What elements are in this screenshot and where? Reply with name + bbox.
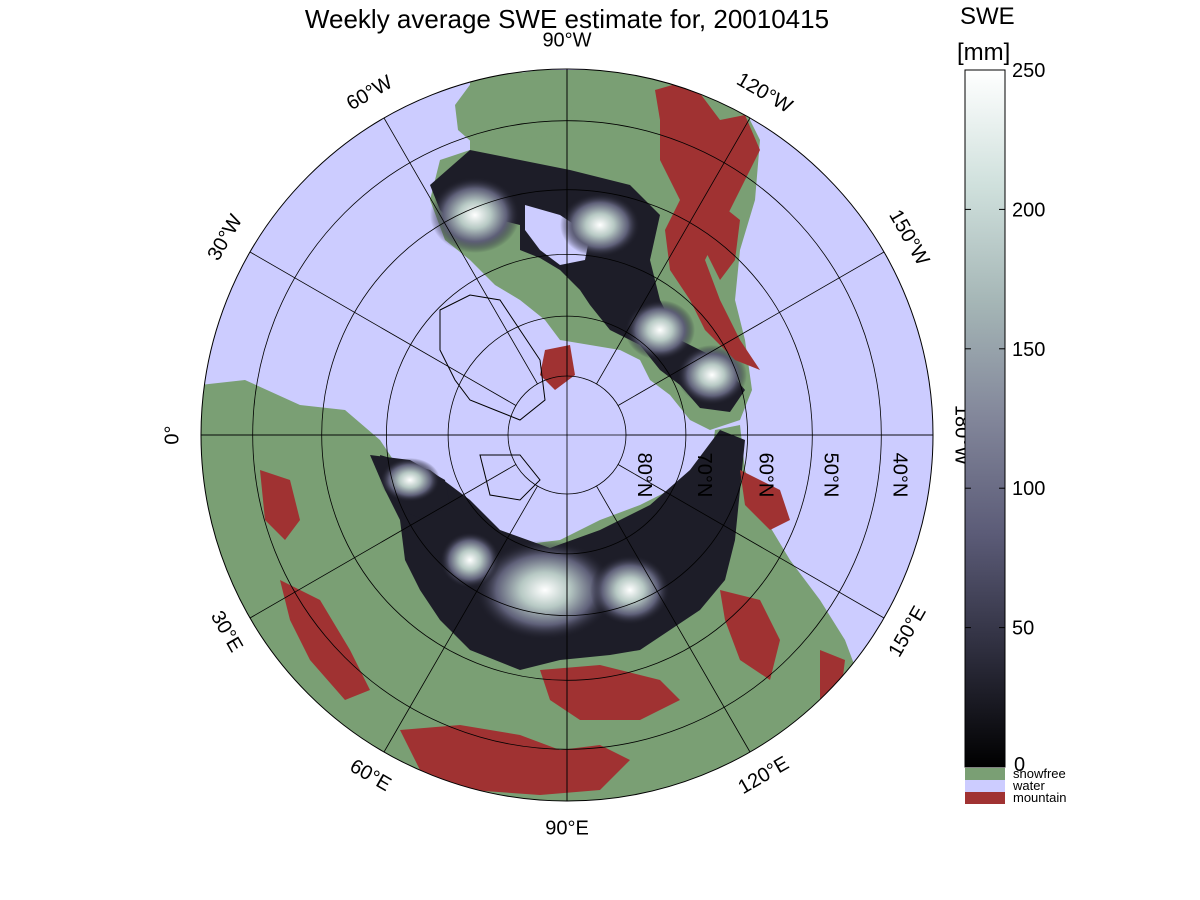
polar-map xyxy=(201,69,933,801)
latitude-labels: 80°N 70°N 60°N 50°N 40°N xyxy=(633,453,910,498)
lon-label-4: 150°W xyxy=(884,206,933,269)
swe-max-urals xyxy=(440,532,500,588)
map-boundary xyxy=(200,68,934,802)
lon-label-8: 150°E xyxy=(884,602,930,660)
meridian-120 xyxy=(596,117,751,385)
map-title: Weekly average SWE estimate for, 2001041… xyxy=(305,4,829,34)
lon-label-2: 120°W xyxy=(733,69,796,118)
colorbar-tick-label-150: 150 xyxy=(1012,339,1045,361)
colorbar-ramp xyxy=(964,69,1006,768)
colorbar-tick-label-0: 0 xyxy=(1014,754,1025,776)
mountain-coast xyxy=(705,200,740,280)
lat-label-70: 70°N xyxy=(693,453,715,498)
category-label-mountain: mountain xyxy=(1013,790,1066,805)
lat-label-50: 50°N xyxy=(819,453,841,498)
category-swatch-mountain xyxy=(965,792,1005,804)
lon-label-7: 30°E xyxy=(206,607,247,656)
snow-region-hudson xyxy=(525,205,590,265)
meridian-210 xyxy=(617,464,885,619)
colorbar-tick-label-100: 100 xyxy=(1012,478,1045,500)
mountain-east-asia xyxy=(720,590,780,680)
category-label-water: water xyxy=(1012,778,1045,793)
meridian-150 xyxy=(617,251,885,406)
lon-label-0: 90°W xyxy=(542,29,591,51)
meridian-240 xyxy=(596,485,751,753)
swe-max-baffin xyxy=(560,193,640,257)
lon-label-10: 120°E xyxy=(734,752,792,798)
category-label-snowfree: snowfree xyxy=(1013,766,1066,781)
swe-max-central-siberia xyxy=(590,555,670,625)
meridian-60 xyxy=(383,117,538,385)
lon-label-3: 30°W xyxy=(203,211,247,265)
lon-label-9: 60°E xyxy=(346,755,395,796)
mountain-europe-south xyxy=(280,580,370,700)
mountain-alps xyxy=(260,470,300,540)
lon-label-11: 90°E xyxy=(545,817,589,839)
category-swatch-snowfree xyxy=(965,768,1005,780)
colorbar: SWE [mm] 0 50 100 150 200 250 snowfreewatermo… xyxy=(957,3,1066,805)
meridian-30 xyxy=(249,251,517,406)
lon-label-1: 60°W xyxy=(343,71,397,115)
graticule xyxy=(201,69,933,801)
arctic-island-outline xyxy=(479,454,541,501)
lat-label-60: 60°N xyxy=(755,453,777,498)
lon-label-5: 0° xyxy=(161,425,183,444)
mountain-tibet xyxy=(540,665,680,720)
mountain-kamchatka xyxy=(740,470,790,530)
arctic-coastline xyxy=(439,294,546,421)
meridian-300 xyxy=(383,485,538,753)
colorbar-tick-label-200: 200 xyxy=(1012,199,1045,221)
landmass-greenland xyxy=(455,72,575,145)
category-swatch-water xyxy=(965,780,1005,792)
swe-max-yukon xyxy=(625,300,695,360)
lat-label-80: 80°N xyxy=(633,453,655,498)
lat-label-40: 40°N xyxy=(888,453,910,498)
colorbar-tick-label-250: 250 xyxy=(1012,60,1045,82)
mountain-himalaya xyxy=(400,725,630,795)
meridian-330 xyxy=(249,464,517,619)
swe-max-alaska xyxy=(677,345,747,405)
colorbar-ticks: 0 50 100 150 200 250 xyxy=(965,60,1045,776)
colorbar-title-line1: SWE xyxy=(960,3,1015,30)
colorbar-title-line2: [mm] xyxy=(957,39,1010,66)
mountain-rockies xyxy=(655,80,760,370)
swe-max-quebec xyxy=(430,177,520,253)
colorbar-tick-label-50: 50 xyxy=(1012,618,1034,640)
